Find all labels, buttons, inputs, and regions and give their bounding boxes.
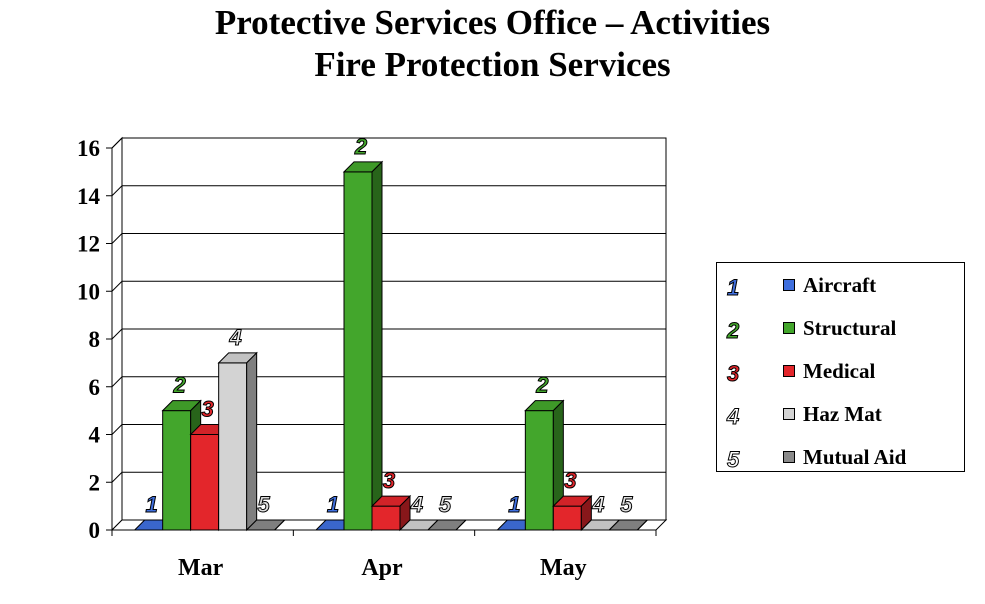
bar-medical: [371, 505, 401, 531]
y-tick-label: 16: [77, 136, 100, 161]
gridline-side: [111, 280, 123, 292]
bar-side: [274, 519, 286, 531]
y-tick-label: 0: [89, 518, 101, 543]
y-tick-label: 10: [77, 279, 100, 304]
bar-medical: [190, 434, 220, 531]
y-tick-label: 14: [77, 184, 101, 209]
legend-swatch: [783, 365, 795, 377]
bar-structural: [343, 171, 373, 531]
bar-side: [371, 160, 383, 532]
legend: 1 Aircraft 2 Structural 3 Medical 4 Haz Mat 5 Mut…: [716, 262, 966, 473]
bar-structural: [162, 410, 192, 531]
legend-swatch: [783, 322, 795, 334]
data-label: 2: [354, 134, 368, 159]
data-label: 3: [202, 397, 214, 422]
bar-medical: [552, 505, 582, 531]
legend-item-number: 3: [726, 361, 740, 387]
legend-item-label: Mutual Aid: [803, 445, 907, 469]
x-tick-label: May: [540, 555, 587, 581]
gridline-side: [111, 185, 123, 197]
legend-item: 3 Medical: [717, 355, 966, 387]
y-tick-label: 6: [89, 375, 101, 400]
legend-item: 1 Aircraft: [717, 269, 966, 301]
gridline-side: [111, 233, 123, 244]
bar-structural: [524, 410, 554, 531]
bar-side: [636, 519, 648, 531]
legend-item: 2 Structural: [717, 312, 966, 344]
x-tick-label: Apr: [361, 555, 403, 581]
bar-side: [246, 351, 258, 532]
legend-swatch: [783, 408, 795, 420]
data-label: 4: [591, 492, 604, 517]
legend-swatch: [783, 451, 795, 463]
bar-side: [455, 519, 467, 531]
legend-item-number: 4: [726, 404, 740, 430]
gridline-side: [111, 471, 123, 483]
data-label: 2: [173, 373, 187, 398]
data-label: 3: [383, 468, 395, 493]
data-label: 3: [564, 468, 576, 493]
gridline-side: [111, 424, 123, 435]
legend-swatch: [783, 279, 795, 291]
data-label: 5: [439, 492, 452, 517]
legend-item-label: Medical: [803, 359, 876, 383]
data-label: 4: [229, 325, 242, 350]
data-label: 5: [258, 492, 271, 517]
data-label: 1: [508, 492, 520, 517]
gridline-side: [111, 376, 123, 388]
data-label: 2: [535, 373, 549, 398]
legend-item: 5 Mutual Aid: [717, 441, 966, 473]
legend-item-number: 5: [726, 447, 740, 473]
chart-subtitle: Fire Protection Services: [314, 45, 671, 84]
chart-title: Protective Services Office – Activities: [214, 3, 771, 42]
y-tick-label: 12: [77, 232, 100, 257]
gridline-side: [111, 328, 123, 340]
data-label: 5: [620, 492, 633, 517]
data-label: 1: [327, 492, 339, 517]
y-tick-label: 8: [89, 327, 101, 352]
legend-item-label: Structural: [803, 316, 897, 340]
bar-haz-mat: [218, 362, 248, 531]
legend-item-label: Haz Mat: [803, 402, 882, 426]
gridline-side: [111, 137, 123, 149]
y-tick-label: 4: [89, 423, 101, 448]
legend-item-label: Aircraft: [803, 273, 877, 297]
legend-item-number: 1: [726, 275, 740, 301]
legend-item-number: 2: [726, 318, 740, 344]
data-label: 1: [146, 492, 158, 517]
x-tick-label: Mar: [178, 555, 224, 581]
legend-item: 4 Haz Mat: [717, 398, 966, 430]
y-tick-label: 2: [89, 470, 101, 495]
data-label: 4: [410, 492, 423, 517]
